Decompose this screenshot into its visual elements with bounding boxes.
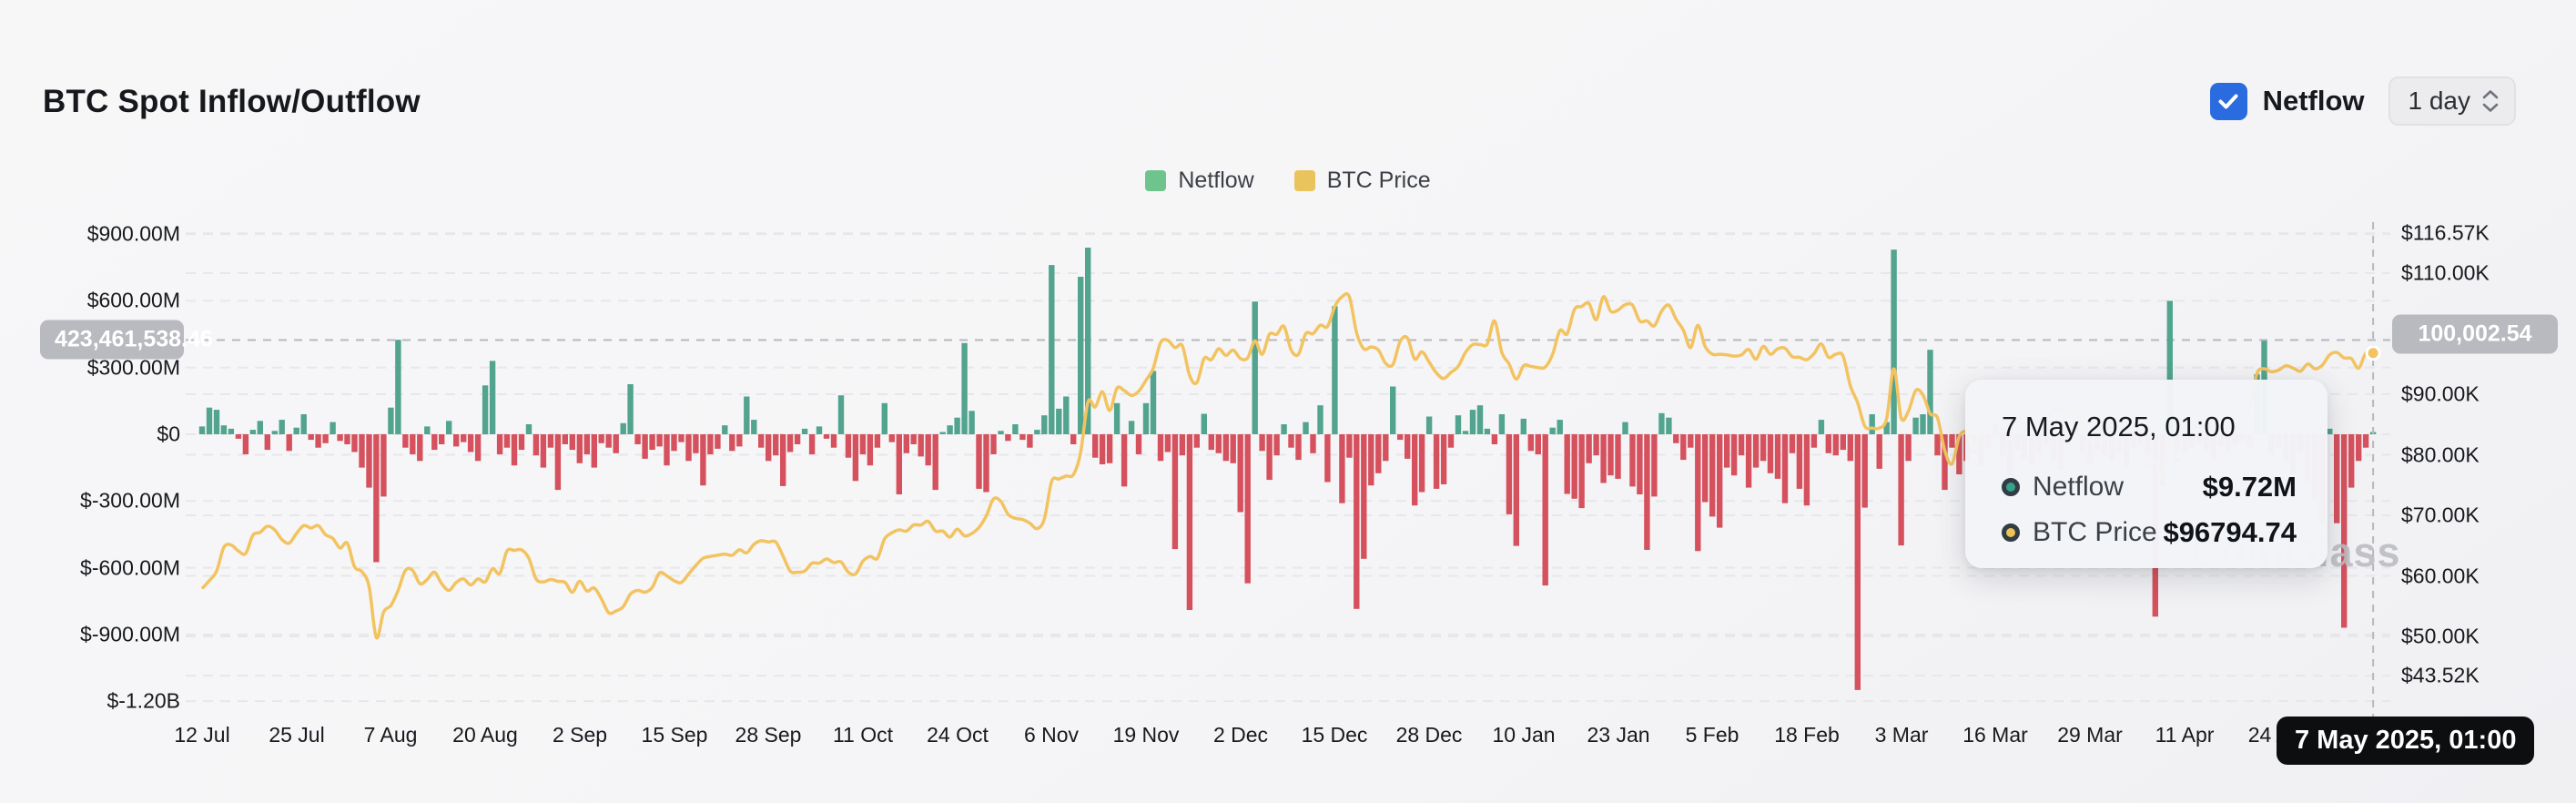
page-title: BTC Spot Inflow/Outflow — [43, 84, 421, 119]
x-axis-tick: 18 Feb — [1774, 723, 1840, 747]
right-axis-tick: $60.00K — [2401, 564, 2480, 588]
tooltip-price-value: $96794.74 — [2163, 516, 2297, 548]
chevron-down-icon — [2482, 103, 2499, 112]
x-axis-tick: 11 Oct — [832, 723, 894, 747]
left-axis-tick: $-300.00M — [80, 488, 180, 513]
chevron-up-icon — [2482, 90, 2499, 99]
btc-price-legend-swatch — [1293, 170, 1315, 191]
right-axis-tick: $43.52K — [2401, 663, 2480, 687]
right-axis-tick: $90.00K — [2401, 381, 2480, 406]
x-axis-tick: 15 Dec — [1301, 723, 1368, 747]
hover-tooltip: 7 May 2025, 01:00 Netflow $9.72M BTC Pri… — [1965, 380, 2328, 568]
x-axis-tick: 2 Dec — [1212, 723, 1269, 747]
tooltip-row-btc-price: BTC Price $96794.74 — [2002, 516, 2297, 549]
price-last-value-badge: 100,002.54 — [2392, 314, 2558, 354]
x-axis-tick: 6 Nov — [1023, 723, 1080, 747]
x-axis-tick: 10 Jan — [1492, 723, 1556, 747]
left-axis-tick: $0 — [157, 422, 180, 446]
x-axis-tick: 20 Aug — [452, 723, 518, 747]
left-axis-tick: $600.00M — [86, 288, 180, 312]
netflow-last-value-badge: 423,461,538.46 — [40, 320, 213, 360]
left-axis-tick: $-600.00M — [80, 555, 180, 580]
x-axis-tick: 28 Dec — [1395, 723, 1463, 747]
interval-select[interactable]: 1 day — [2388, 76, 2516, 126]
x-axis-tick: 25 Jul — [269, 723, 325, 747]
x-axis-tick: 11 Apr — [2155, 723, 2215, 747]
tooltip-date: 7 May 2025, 01:00 — [2002, 411, 2236, 442]
right-axis-tick: $80.00K — [2401, 442, 2480, 467]
x-axis-tick: 3 Mar — [1874, 723, 1929, 747]
left-axis-tick: $-900.00M — [80, 622, 180, 646]
netflow-legend-swatch — [1145, 170, 1167, 191]
tooltip-netflow-value: $9.72M — [2202, 471, 2297, 503]
right-axis-tick: $70.00K — [2401, 503, 2480, 527]
left-axis-tick: $-1.20B — [106, 688, 180, 713]
netflow-legend-label: Netflow — [1178, 168, 1254, 193]
btc-price-bullet-icon — [2002, 523, 2020, 542]
x-axis-tick: 7 Aug — [363, 723, 418, 747]
legend-item-btc-price[interactable]: BTC Price — [1293, 168, 1431, 194]
tooltip-row-netflow: Netflow $9.72M — [2002, 471, 2297, 503]
netflow-toggle-label: Netflow — [2262, 85, 2365, 117]
chart-controls: Netflow 1 day — [2209, 76, 2516, 126]
select-stepper-icon — [2481, 89, 2500, 113]
right-axis-tick: $116.57K — [2401, 220, 2490, 245]
legend-item-netflow[interactable]: Netflow — [1145, 168, 1254, 194]
interval-select-value: 1 day — [2408, 86, 2471, 115]
right-axis-tick: $110.00K — [2401, 260, 2490, 285]
x-axis-crosshair-tooltip: 7 May 2025, 01:00 — [2277, 717, 2535, 765]
netflow-toggle[interactable]: Netflow — [2209, 82, 2365, 120]
x-axis-tick: 28 Sep — [735, 723, 802, 747]
x-axis-tick: 29 Mar — [2057, 723, 2123, 747]
x-axis-tick: 12 Jul — [174, 723, 230, 747]
chart-legend: Netflow BTC Price — [0, 168, 2576, 194]
tooltip-price-label: BTC Price — [2033, 517, 2157, 547]
btc-price-legend-label: BTC Price — [1326, 168, 1431, 193]
x-axis-tick: 16 Mar — [1962, 723, 2028, 747]
netflow-bullet-icon — [2002, 478, 2020, 496]
x-axis-tick: 19 Nov — [1112, 723, 1180, 747]
x-axis-tick: 5 Feb — [1685, 723, 1739, 747]
x-axis-tick: 24 Oct — [927, 723, 989, 747]
x-axis-tick: 15 Sep — [641, 723, 708, 747]
checkbox-checked-icon[interactable] — [2209, 82, 2247, 120]
check-icon — [2218, 94, 2238, 109]
x-axis-tick: 23 Jan — [1587, 723, 1650, 747]
left-axis-tick: $900.00M — [86, 221, 180, 246]
left-axis-tick: $300.00M — [86, 355, 180, 380]
x-axis-tick: 2 Sep — [552, 723, 608, 747]
tooltip-netflow-label: Netflow — [2033, 472, 2125, 502]
right-axis-tick: $50.00K — [2401, 624, 2480, 648]
